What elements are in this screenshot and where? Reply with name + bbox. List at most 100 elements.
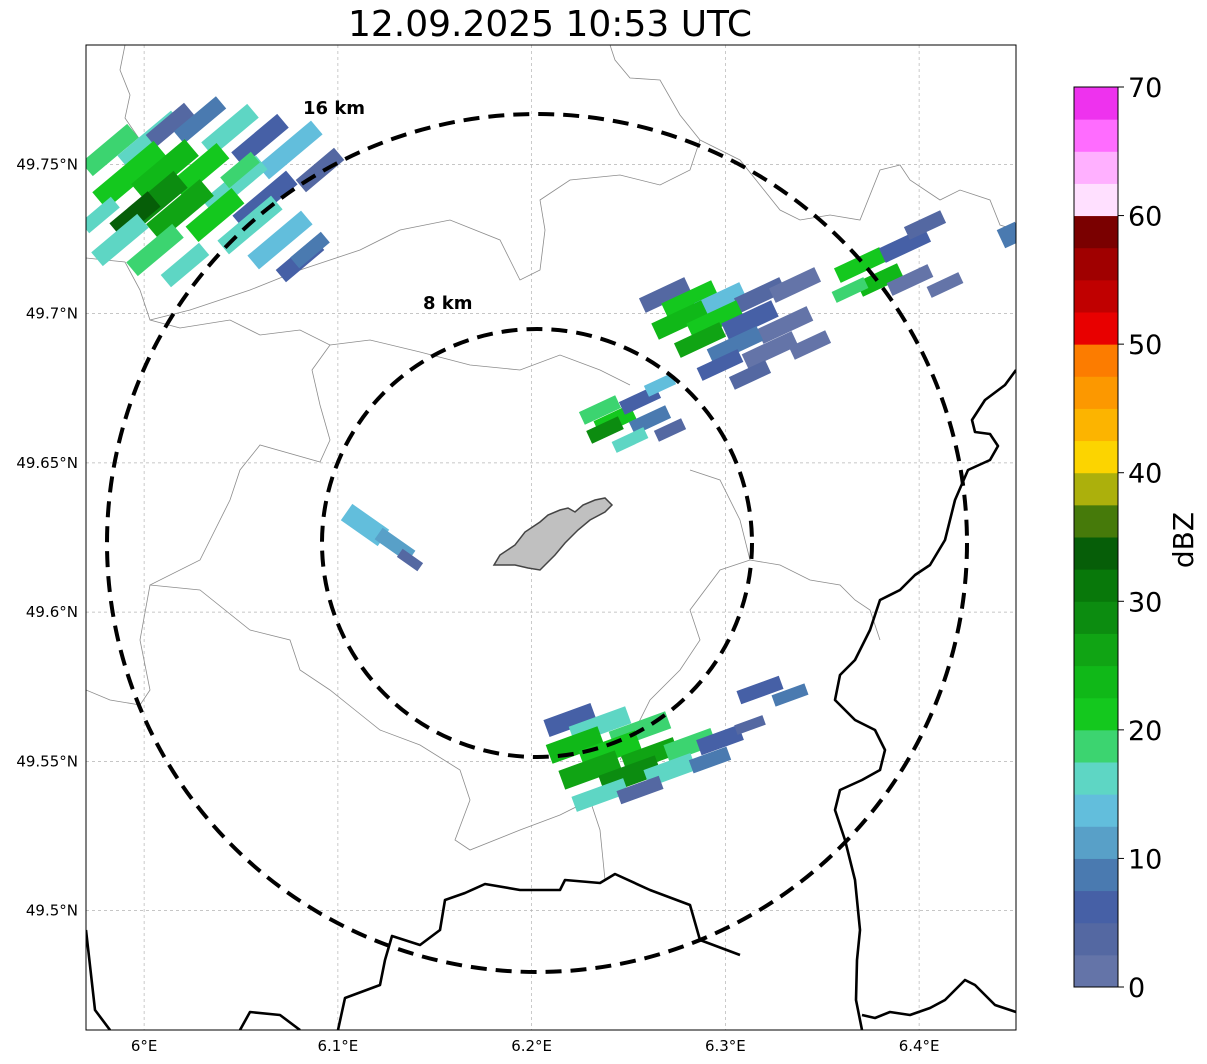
axis-ticks: 6°E 6.1°E 6.2°E 6.3°E 6.4°E 49.75°N 49.7°N 49.6… — [16, 155, 939, 1055]
radar-echo-cell — [833, 247, 887, 283]
radar-echo-cell — [340, 503, 390, 547]
radar-echo-cell — [578, 395, 622, 425]
radar-echo-cell — [396, 548, 424, 572]
colorbar-swatch — [1074, 729, 1118, 763]
radar-echo-cell — [231, 113, 289, 167]
radar-echo-cell — [247, 210, 313, 270]
radar-echo-cell — [696, 349, 744, 381]
range-ring-16km — [105, 112, 969, 974]
radar-echo-cell — [571, 778, 629, 812]
colorbar-swatches — [1074, 87, 1118, 988]
border-line — [238, 1010, 301, 1030]
map-area — [86, 45, 1016, 1030]
radar-echo-cell — [661, 280, 719, 320]
colorbar-swatch — [1074, 858, 1118, 892]
colorbar-label: dBZ — [1167, 512, 1200, 568]
lat-tick-label: 49.75°N — [16, 155, 78, 173]
radar-echo-cell — [788, 330, 832, 360]
radar-echo-cell — [721, 300, 779, 340]
radar-echo-cell — [741, 331, 799, 369]
admin-boundary-line — [149, 584, 606, 881]
colorbar-tick-label: 70 — [1128, 73, 1162, 104]
radar-echo-cell — [160, 242, 210, 288]
colorbar-tick-label: 60 — [1128, 202, 1162, 233]
radar-echo-cell — [295, 147, 345, 193]
radar-echo-cell — [558, 750, 622, 790]
radar-echo-cell — [145, 102, 195, 148]
radar-echo-cell — [586, 416, 624, 444]
radar-echo-cell — [728, 360, 772, 390]
border-line — [336, 872, 741, 1030]
radar-echo-cell — [92, 140, 168, 210]
lon-tick-label: 6.3°E — [705, 1037, 746, 1055]
colorbar-swatch — [1074, 633, 1118, 667]
radar-echo-cell — [771, 683, 809, 707]
colorbar-tick-label: 20 — [1128, 716, 1162, 747]
admin-boundary-line — [149, 45, 701, 321]
lat-tick-label: 49.6°N — [26, 603, 78, 621]
colorbar: 0 10 20 30 40 50 60 70 dBZ — [1073, 73, 1200, 1004]
colorbar-frame — [1073, 86, 1119, 988]
colorbar-swatch — [1074, 183, 1118, 217]
radar-echo-cell — [673, 322, 727, 358]
radar-echo-cell — [173, 96, 227, 144]
ring-label-8km: 8 km — [423, 293, 473, 314]
radar-echo-cell — [628, 405, 672, 435]
lat-tick-label: 49.7°N — [26, 305, 78, 323]
radar-echo-cell — [131, 139, 199, 201]
colorbar-tick-label: 40 — [1128, 459, 1162, 490]
colorbar-swatch — [1074, 151, 1118, 184]
map-title: 12.09.2025 10:53 UTC — [347, 4, 753, 45]
radar-echo-cell — [831, 277, 869, 303]
colorbar-swatch — [1074, 954, 1118, 988]
range-ring-8km — [320, 327, 754, 759]
colorbar-swatch — [1074, 408, 1118, 442]
radar-echo-cell — [903, 210, 947, 240]
radar-echo-cell — [126, 223, 184, 277]
plot-frame — [85, 44, 1017, 1031]
colorbar-swatch — [1074, 890, 1118, 924]
colorbar-swatch — [1074, 344, 1118, 377]
radar-echo-cell — [696, 724, 744, 756]
radar-echo-cell — [146, 179, 214, 241]
colorbar-swatch — [1074, 537, 1118, 570]
colorbar-swatch — [1074, 569, 1118, 602]
colorbar-swatch — [1074, 87, 1118, 120]
admin-boundary-line — [699, 139, 1016, 231]
range-rings — [105, 112, 969, 974]
lat-tick-label: 49.5°N — [26, 902, 78, 920]
admin-boundary-line — [329, 339, 631, 386]
radar-echo-cell — [856, 263, 904, 297]
radar-echo-cell — [616, 775, 664, 805]
radar-echo-cell — [926, 272, 964, 298]
lon-tick-label: 6.4°E — [899, 1037, 940, 1055]
colorbar-tick-label: 10 — [1128, 844, 1162, 875]
colorbar-swatch — [1074, 922, 1118, 956]
radar-echo-cell — [733, 277, 787, 313]
radar-echo-cell — [686, 300, 744, 340]
colorbar-swatch — [1074, 440, 1118, 474]
radar-echo-cell — [653, 418, 687, 442]
colorbar-tick-label: 50 — [1128, 330, 1162, 361]
radar-echo-cell — [886, 264, 934, 296]
radar-echo-cell — [220, 151, 260, 189]
lat-tick-label: 49.65°N — [16, 454, 78, 472]
radar-echo-cell — [290, 231, 330, 269]
radar-echo-cell — [257, 120, 323, 180]
border-line — [86, 929, 112, 1030]
radar-echo-cell — [643, 373, 677, 397]
admin-boundary-line — [86, 257, 331, 706]
colorbar-tick-label: 0 — [1128, 973, 1145, 1004]
city-outline — [492, 497, 614, 571]
radar-echo-cell — [651, 300, 709, 340]
radar-echo-cell — [736, 675, 784, 705]
radar-echo-cell — [170, 143, 230, 197]
ring-label-16km: 16 km — [303, 98, 365, 119]
admin-boundary-line — [119, 45, 141, 141]
radar-echo-cell — [878, 227, 932, 263]
admin-boundary-line — [689, 469, 751, 561]
radar-echo-cell — [688, 746, 732, 774]
lon-tick-label: 6.2°E — [511, 1037, 552, 1055]
radar-echo-cell — [638, 277, 692, 313]
